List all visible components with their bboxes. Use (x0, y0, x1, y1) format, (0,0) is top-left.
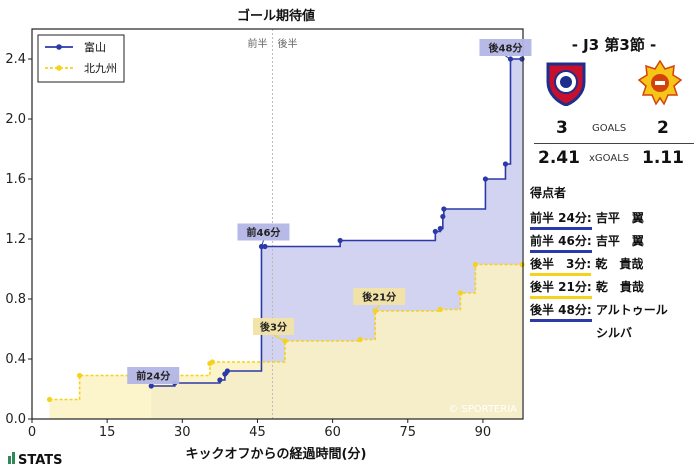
home-crest-icon (546, 62, 586, 106)
y-tick-label: 1.2 (5, 232, 26, 247)
annotation-label: 後3分 (260, 321, 287, 334)
x-tick-label: 0 (28, 425, 36, 440)
series-line-2 (49, 263, 522, 401)
watermark: © SPORTERIA (448, 404, 517, 415)
series-2-point-10 (472, 261, 479, 268)
series-1-point-13 (482, 176, 489, 182)
annotation-leader (505, 55, 511, 60)
legend-label-2: 北九州 (84, 62, 117, 75)
series-1-point-16 (519, 56, 525, 62)
xgoals-row: 2.41 xGOALS 1.11 (528, 148, 700, 170)
x-axis-title: キックオフからの経過時間(分) (186, 446, 367, 462)
legend-box (37, 34, 125, 83)
scorer-row: 後半 3分: 乾 貴哉 (530, 255, 643, 276)
match-panel: - J3 第3節 - 3 GOALS 2 2.41 xGOALS 1.11 得点… (528, 0, 700, 474)
scorer-row: 後半 48分: アルトゥール (530, 301, 668, 322)
y-tick-label: 0.4 (5, 352, 26, 367)
y-tick-label: 1.6 (5, 172, 26, 187)
x-tick-label: 60 (324, 425, 341, 440)
scorer-row: 後半 21分: 乾 貴哉 (530, 278, 644, 299)
first-half-label: 前半 (247, 37, 267, 50)
series-1-point-12 (441, 206, 447, 212)
series-1-point-8 (337, 237, 343, 244)
scorer-time: 前半 46分: (530, 232, 592, 253)
x-tick-label: 15 (99, 425, 116, 440)
scorer-row: 前半 24分: 吉平 翼 (530, 209, 644, 230)
scorer-name: アルトゥール (591, 303, 668, 317)
x-tick-label: 90 (475, 425, 492, 440)
scorer-name-line2: シルバ (596, 326, 633, 340)
plot-frame (31, 28, 524, 420)
scorer-name: 吉平 翼 (591, 234, 644, 248)
series-2-point-11 (519, 261, 525, 268)
scorer-name: 乾 貴哉 (591, 257, 644, 271)
series-1-point-9 (432, 228, 438, 235)
home-xg: 2.41 (538, 148, 580, 168)
series-1-point-14 (502, 161, 509, 167)
series-2-point-1 (46, 396, 53, 403)
series-2-point-8 (437, 306, 443, 313)
series-1-point-3 (217, 377, 223, 383)
goals-label: GOALS (592, 123, 627, 134)
annotation-leader (374, 304, 380, 312)
scorer-time: 後半 48分: (530, 301, 592, 322)
xgoals-label: xGOALS (589, 153, 630, 164)
away-goals: 2 (657, 118, 669, 138)
series-1-point-7 (262, 243, 268, 250)
y-tick-label: 0.0 (5, 412, 26, 427)
annotation-box (127, 367, 180, 384)
series-2-point-9 (457, 290, 463, 296)
annotation-box (479, 39, 532, 56)
series-2-point-4 (209, 359, 215, 365)
annotation-leader (273, 334, 286, 342)
away-crest-icon (638, 60, 682, 106)
x-tick-label: 30 (174, 425, 191, 440)
series-1-point-11 (440, 213, 446, 220)
x-tick-label: 45 (249, 425, 266, 440)
scorer-time: 前半 24分: (530, 209, 592, 230)
annotation-label: 後21分 (362, 291, 396, 304)
scorer-name: 吉平 翼 (591, 211, 644, 225)
annotation-label: 前24分 (136, 370, 170, 383)
y-tick-label: 0.8 (5, 292, 26, 307)
divider (534, 143, 694, 144)
annotation-box (353, 288, 406, 305)
annotation-leader (260, 240, 264, 247)
chart-title: ゴール期待値 (237, 8, 315, 24)
series-line-1 (151, 58, 522, 387)
match-title: - J3 第3節 - (571, 36, 657, 54)
scorer-time: 後半 3分: (530, 255, 592, 276)
legend-label-1: 富山 (84, 40, 106, 54)
y-tick-label: 2.4 (5, 52, 26, 67)
series-1-point-10 (437, 225, 443, 232)
series-1-point-5 (224, 368, 230, 374)
x-tick-label: 75 (399, 425, 416, 440)
legend-marker-2 (56, 65, 62, 71)
scorers-title: 得点者 (530, 186, 567, 200)
series-2-point-2 (76, 372, 83, 379)
second-half-label: 後半 (277, 37, 297, 50)
home-goals: 3 (556, 118, 568, 138)
series-2-point-6 (357, 336, 363, 343)
annotation-label: 前46分 (247, 226, 281, 239)
annotation-box (237, 223, 290, 241)
annotation-label: 後48分 (489, 42, 523, 55)
stats-logo-text: STATS (18, 453, 63, 468)
annotation-box (253, 318, 295, 335)
scorer-time: 後半 21分: (530, 278, 592, 299)
goals-row: 3 GOALS 2 (528, 118, 700, 140)
y-tick-label: 2.0 (5, 112, 26, 127)
scorer-name: 乾 貴哉 (591, 280, 644, 294)
annotation-leader (150, 383, 154, 387)
stats-logo: STATS (8, 452, 63, 468)
away-xg: 1.11 (642, 148, 684, 168)
legend-marker-1 (56, 44, 62, 50)
scorer-row: 前半 46分: 吉平 翼 (530, 232, 644, 253)
